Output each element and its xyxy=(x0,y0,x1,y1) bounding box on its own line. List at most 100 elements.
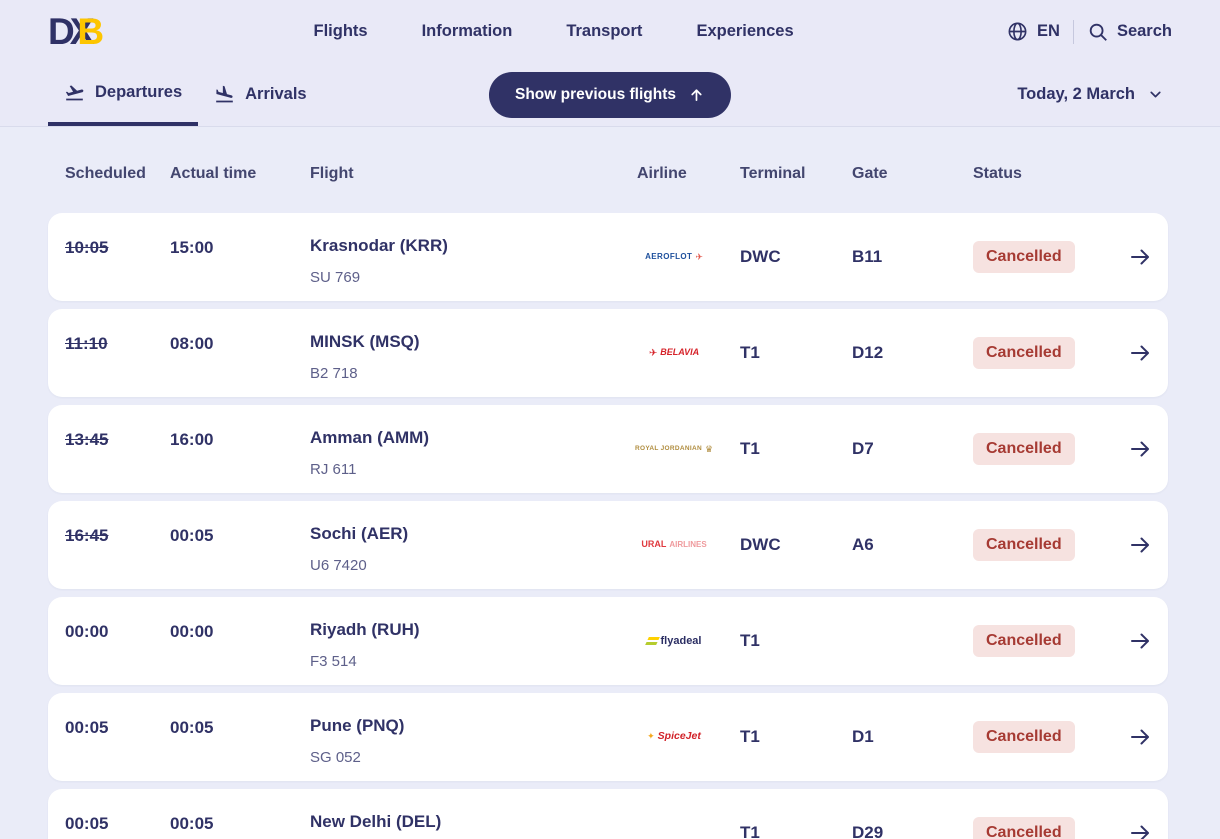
flight-row[interactable]: 16:45 00:05 Sochi (AER) U6 7420 URAL AIRL… xyxy=(48,501,1168,589)
flights-list: 10:05 15:00 Krasnodar (KRR) SU 769 ✈ AERO… xyxy=(48,213,1168,839)
actual-time: 00:05 xyxy=(170,814,214,833)
actual-time: 00:05 xyxy=(170,718,214,737)
search-button[interactable]: Search xyxy=(1087,21,1172,43)
scheduled-time: 11:10 xyxy=(65,334,108,353)
gate: D7 xyxy=(852,439,874,458)
col-header-gate: Gate xyxy=(852,165,888,182)
gate: D29 xyxy=(852,823,884,839)
arrow-right-icon xyxy=(1128,245,1152,269)
royal-jordanian-logo: ♛ ROYAL JORDANIAN xyxy=(634,443,714,454)
flight-details-arrow[interactable] xyxy=(1125,821,1154,839)
globe-icon xyxy=(1006,20,1029,43)
flyadeal-logo: flyadeal xyxy=(637,635,711,647)
flight-cell: Riyadh (RUH) F3 514 xyxy=(310,597,637,670)
chevron-down-icon xyxy=(1147,86,1164,103)
arrow-right-icon xyxy=(1128,629,1152,653)
actual-time: 00:05 xyxy=(170,526,214,545)
destination: Amman (AMM) xyxy=(310,428,429,447)
nav-item-experiences[interactable]: Experiences xyxy=(696,22,794,40)
scheduled-time: 00:05 xyxy=(65,814,109,833)
status-badge: Cancelled xyxy=(973,433,1075,465)
header-utilities: EN Search xyxy=(1006,19,1172,44)
departures-tab-label: Departures xyxy=(95,83,183,101)
arrivals-tab-label: Arrivals xyxy=(245,85,307,103)
status-badge: Cancelled xyxy=(973,625,1075,657)
flight-cell: Krasnodar (KRR) SU 769 xyxy=(310,213,637,286)
flight-cell: Pune (PNQ) SG 052 xyxy=(310,693,637,766)
terminal: DWC xyxy=(740,535,781,554)
logo-letter-d: D xyxy=(48,11,75,52)
status-badge: Cancelled xyxy=(973,241,1075,273)
flight-cell: Amman (AMM) RJ 611 xyxy=(310,405,637,478)
nav-item-flights[interactable]: Flights xyxy=(313,22,368,40)
flight-number: SG 052 xyxy=(310,749,361,766)
scheduled-time: 00:05 xyxy=(65,718,109,737)
tab-arrivals[interactable]: Arrivals xyxy=(198,63,322,126)
search-label: Search xyxy=(1116,22,1172,40)
flight-details-arrow[interactable] xyxy=(1125,533,1154,557)
destination: New Delhi (DEL) xyxy=(310,812,442,831)
nav-item-transport[interactable]: Transport xyxy=(566,22,643,40)
spicejet-logo: ✦ SpiceJet xyxy=(647,730,701,743)
scheduled-time: 00:00 xyxy=(65,622,109,641)
col-header-status: Status xyxy=(973,165,1022,182)
departures-board: Scheduled Actual time Flight Airline Ter… xyxy=(0,127,1220,839)
table-header: Scheduled Actual time Flight Airline Ter… xyxy=(48,165,1168,183)
col-header-actual-time: Actual time xyxy=(170,165,257,182)
flight-takeoff-icon xyxy=(64,82,85,103)
flight-row[interactable]: 13:45 16:00 Amman (AMM) RJ 611 ♛ ROYAL JO… xyxy=(48,405,1168,493)
gate: D12 xyxy=(852,343,884,362)
show-previous-flights-label: Show previous flights xyxy=(514,85,677,103)
flight-details-arrow[interactable] xyxy=(1125,245,1154,269)
destination: MINSK (MSQ) xyxy=(310,332,420,351)
flight-details-arrow[interactable] xyxy=(1125,341,1154,365)
nav-item-information[interactable]: Information xyxy=(421,22,513,40)
main-nav: Flights Information Transport Experience… xyxy=(101,22,1006,41)
col-header-terminal: Terminal xyxy=(740,165,806,182)
actual-time: 08:00 xyxy=(170,334,214,353)
status-badge: Cancelled xyxy=(973,337,1075,369)
ural-airlines-logo: URAL AIRLINES xyxy=(641,539,707,550)
flight-row[interactable]: 00:00 00:00 Riyadh (RUH) F3 514 flyadeal… xyxy=(48,597,1168,685)
date-selector[interactable]: Today, 2 March xyxy=(1017,63,1172,126)
arrow-up-icon xyxy=(688,86,705,103)
flight-row[interactable]: 10:05 15:00 Krasnodar (KRR) SU 769 ✈ AERO… xyxy=(48,213,1168,301)
flight-details-arrow[interactable] xyxy=(1125,725,1154,749)
flight-number: SU 769 xyxy=(310,269,361,286)
gate: D1 xyxy=(852,727,874,746)
scheduled-time: 13:45 xyxy=(65,430,109,449)
flight-details-arrow[interactable] xyxy=(1125,437,1154,461)
destination: Krasnodar (KRR) xyxy=(310,236,448,255)
logo-letter-b: B xyxy=(77,11,104,52)
destination: Riyadh (RUH) xyxy=(310,620,420,639)
tab-departures[interactable]: Departures xyxy=(48,63,199,126)
dxb-logo[interactable]: D X B xyxy=(48,11,104,52)
flight-row[interactable]: 00:05 00:05 New Delhi (DEL) T1 D29 Cance… xyxy=(48,789,1168,839)
terminal: DWC xyxy=(740,247,781,266)
logo-letter-x: X xyxy=(69,11,95,52)
terminal: T1 xyxy=(740,727,760,746)
date-label: Today, 2 March xyxy=(1017,85,1135,103)
actual-time: 00:00 xyxy=(170,622,214,641)
scheduled-time: 10:05 xyxy=(65,238,109,257)
status-badge: Cancelled xyxy=(973,529,1075,561)
col-header-airline: Airline xyxy=(637,165,687,182)
flight-cell: MINSK (MSQ) B2 718 xyxy=(310,309,637,382)
direction-tabs: Departures Arrivals xyxy=(48,63,323,126)
scheduled-time: 16:45 xyxy=(65,526,109,545)
flight-cell: Sochi (AER) U6 7420 xyxy=(310,501,637,574)
flight-details-arrow[interactable] xyxy=(1125,629,1154,653)
actual-time: 15:00 xyxy=(170,238,214,257)
flight-number: F3 514 xyxy=(310,653,357,670)
flight-number: B2 718 xyxy=(310,365,358,382)
show-previous-flights-button[interactable]: Show previous flights xyxy=(488,71,732,118)
flight-row[interactable]: 11:10 08:00 MINSK (MSQ) B2 718 ✈ BELAVIA … xyxy=(48,309,1168,397)
site-header: D X B Flights Information Transport Expe… xyxy=(0,0,1220,63)
arrow-right-icon xyxy=(1128,533,1152,557)
arrow-right-icon xyxy=(1128,341,1152,365)
flight-row[interactable]: 00:05 00:05 Pune (PNQ) SG 052 ✦ SpiceJet … xyxy=(48,693,1168,781)
status-badge: Cancelled xyxy=(973,721,1075,753)
destination: Pune (PNQ) xyxy=(310,716,405,735)
language-selector[interactable]: EN xyxy=(1006,20,1060,43)
flight-number: RJ 611 xyxy=(310,461,357,478)
